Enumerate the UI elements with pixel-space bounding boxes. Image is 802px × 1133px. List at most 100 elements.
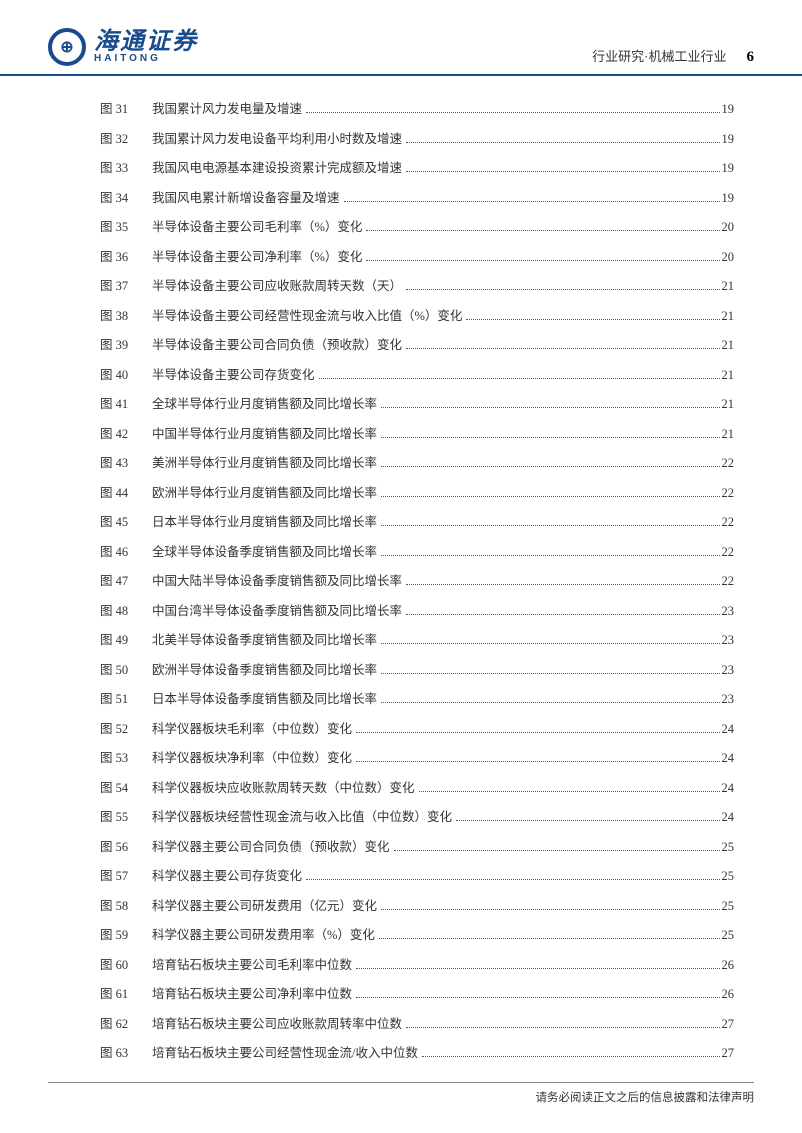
toc-entry-title: 培育钻石板块主要公司经营性现金流/收入中位数 — [152, 1042, 420, 1061]
toc-row: 图 47中国大陆半导体设备季度销售额及同比增长率22 — [100, 570, 734, 589]
toc-page-ref: 23 — [722, 604, 735, 619]
toc-page-ref: 19 — [722, 161, 735, 176]
toc-entry-title: 半导体设备主要公司合同负债（预收款）变化 — [152, 334, 404, 353]
toc-page-ref: 25 — [722, 840, 735, 855]
toc-entry-title: 半导体设备主要公司净利率（%）变化 — [152, 246, 364, 265]
toc-page-ref: 21 — [722, 279, 735, 294]
toc-figure-label: 图 48 — [100, 600, 152, 619]
toc-figure-label: 图 50 — [100, 659, 152, 678]
toc-page-ref: 19 — [722, 132, 735, 147]
footer-disclaimer: 请务必阅读正文之后的信息披露和法律声明 — [48, 1082, 754, 1105]
toc-row: 图 40半导体设备主要公司存货变化21 — [100, 364, 734, 383]
toc-entry-title: 中国台湾半导体设备季度销售额及同比增长率 — [152, 600, 404, 619]
toc-entry-title: 全球半导体设备季度销售额及同比增长率 — [152, 541, 379, 560]
toc-leader-dots — [381, 407, 719, 408]
toc-row: 图 56科学仪器主要公司合同负债（预收款）变化25 — [100, 836, 734, 855]
toc-entry-title: 半导体设备主要公司应收账款周转天数（天） — [152, 275, 404, 294]
toc-figure-label: 图 32 — [100, 128, 152, 147]
toc-row: 图 39半导体设备主要公司合同负债（预收款）变化21 — [100, 334, 734, 353]
toc-figure-label: 图 43 — [100, 452, 152, 471]
toc-row: 图 59科学仪器主要公司研发费用率（%）变化25 — [100, 924, 734, 943]
toc-page-ref: 24 — [722, 722, 735, 737]
toc-page-ref: 22 — [722, 545, 735, 560]
haitong-logo-icon: ⊕ — [48, 28, 86, 66]
toc-figure-label: 图 38 — [100, 305, 152, 324]
toc-page-ref: 21 — [722, 427, 735, 442]
toc-row: 图 38半导体设备主要公司经营性现金流与收入比值（%）变化21 — [100, 305, 734, 324]
toc-row: 图 45日本半导体行业月度销售额及同比增长率22 — [100, 511, 734, 530]
toc-leader-dots — [422, 1056, 720, 1057]
toc-leader-dots — [406, 171, 719, 172]
logo-glyph: ⊕ — [52, 32, 82, 62]
toc-leader-dots — [406, 142, 719, 143]
toc-leader-dots — [406, 289, 719, 290]
toc-page-ref: 23 — [722, 692, 735, 707]
toc-page-ref: 27 — [722, 1017, 735, 1032]
toc-page-ref: 21 — [722, 338, 735, 353]
toc-page-ref: 25 — [722, 928, 735, 943]
toc-row: 图 50欧洲半导体设备季度销售额及同比增长率23 — [100, 659, 734, 678]
toc-row: 图 52科学仪器板块毛利率（中位数）变化24 — [100, 718, 734, 737]
toc-figure-label: 图 53 — [100, 747, 152, 766]
toc-leader-dots — [381, 466, 719, 467]
toc-row: 图 60培育钻石板块主要公司毛利率中位数26 — [100, 954, 734, 973]
toc-leader-dots — [319, 378, 720, 379]
toc-leader-dots — [356, 732, 719, 733]
toc-leader-dots — [394, 850, 720, 851]
logo-chinese: 海通证券 — [94, 30, 198, 54]
toc-entry-title: 科学仪器主要公司研发费用（亿元）变化 — [152, 895, 379, 914]
toc-row: 图 51日本半导体设备季度销售额及同比增长率23 — [100, 688, 734, 707]
toc-page-ref: 22 — [722, 515, 735, 530]
toc-page-ref: 19 — [722, 102, 735, 117]
toc-row: 图 55科学仪器板块经营性现金流与收入比值（中位数）变化24 — [100, 806, 734, 825]
toc-row: 图 41全球半导体行业月度销售额及同比增长率21 — [100, 393, 734, 412]
toc-figure-label: 图 57 — [100, 865, 152, 884]
toc-leader-dots — [356, 968, 719, 969]
toc-figure-label: 图 42 — [100, 423, 152, 442]
logo-english: HAITONG — [94, 54, 198, 64]
logo-text: 海通证券 HAITONG — [94, 30, 198, 64]
toc-figure-label: 图 62 — [100, 1013, 152, 1032]
toc-entry-title: 科学仪器主要公司存货变化 — [152, 865, 304, 884]
toc-figure-label: 图 37 — [100, 275, 152, 294]
toc-page-ref: 27 — [722, 1046, 735, 1061]
toc-page-ref: 24 — [722, 751, 735, 766]
toc-leader-dots — [306, 112, 719, 113]
toc-entry-title: 培育钻石板块主要公司应收账款周转率中位数 — [152, 1013, 404, 1032]
toc-row: 图 48中国台湾半导体设备季度销售额及同比增长率 23 — [100, 600, 734, 619]
toc-entry-title: 全球半导体行业月度销售额及同比增长率 — [152, 393, 379, 412]
toc-row: 图 42中国半导体行业月度销售额及同比增长率 21 — [100, 423, 734, 442]
toc-page-ref: 25 — [722, 899, 735, 914]
toc-figure-label: 图 47 — [100, 570, 152, 589]
toc-leader-dots — [406, 1027, 719, 1028]
toc-leader-dots — [419, 791, 720, 792]
toc-figure-label: 图 46 — [100, 541, 152, 560]
toc-leader-dots — [366, 230, 719, 231]
toc-page-ref: 26 — [722, 987, 735, 1002]
toc-row: 图 46全球半导体设备季度销售额及同比增长率 22 — [100, 541, 734, 560]
toc-row: 图 53科学仪器板块净利率（中位数）变化24 — [100, 747, 734, 766]
toc-figure-label: 图 60 — [100, 954, 152, 973]
toc-figure-label: 图 45 — [100, 511, 152, 530]
toc-figure-label: 图 49 — [100, 629, 152, 648]
toc-page-ref: 25 — [722, 869, 735, 884]
toc-row: 图 54科学仪器板块应收账款周转天数（中位数）变化24 — [100, 777, 734, 796]
toc-figure-label: 图 36 — [100, 246, 152, 265]
toc-leader-dots — [381, 702, 719, 703]
toc-leader-dots — [306, 879, 719, 880]
toc-figure-label: 图 51 — [100, 688, 152, 707]
toc-row: 图 31我国累计风力发电量及增速19 — [100, 98, 734, 117]
toc-figure-label: 图 44 — [100, 482, 152, 501]
toc-row: 图 33我国风电电源基本建设投资累计完成额及增速19 — [100, 157, 734, 176]
toc-leader-dots — [356, 761, 719, 762]
toc-entry-title: 北美半导体设备季度销售额及同比增长率 — [152, 629, 379, 648]
toc-figure-label: 图 56 — [100, 836, 152, 855]
toc-figure-label: 图 55 — [100, 806, 152, 825]
toc-page-ref: 20 — [722, 250, 735, 265]
toc-entry-title: 中国半导体行业月度销售额及同比增长率 — [152, 423, 379, 442]
toc-row: 图 63培育钻石板块主要公司经营性现金流/收入中位数27 — [100, 1042, 734, 1061]
toc-entry-title: 培育钻石板块主要公司毛利率中位数 — [152, 954, 354, 973]
toc-page-ref: 23 — [722, 633, 735, 648]
toc-leader-dots — [379, 938, 720, 939]
toc-figure-label: 图 35 — [100, 216, 152, 235]
